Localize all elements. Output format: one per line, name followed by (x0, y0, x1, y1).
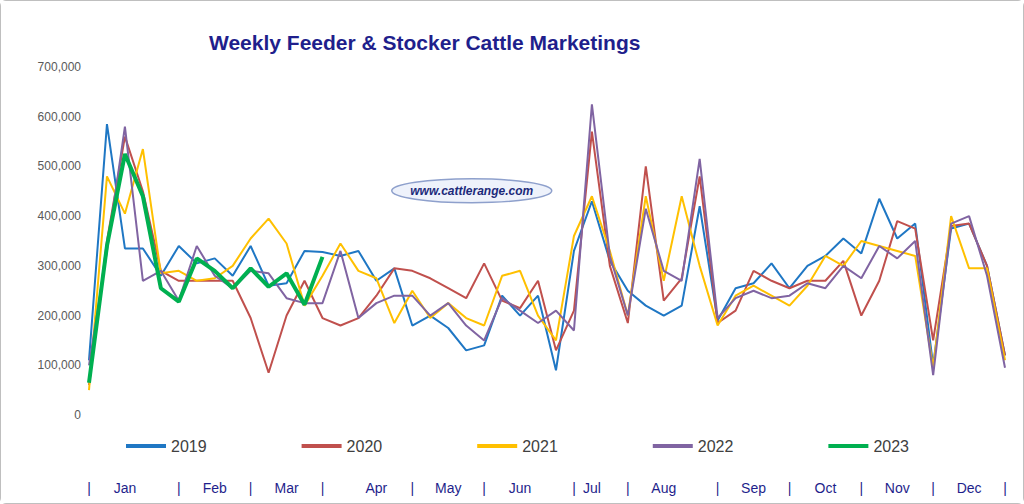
svg-text:Nov: Nov (885, 480, 910, 496)
svg-text:Mar: Mar (275, 480, 299, 496)
svg-text:|: | (626, 480, 630, 496)
svg-text:2022: 2022 (698, 438, 734, 455)
svg-text:Jan: Jan (114, 480, 137, 496)
svg-text:|: | (410, 480, 414, 496)
svg-text:|: | (859, 480, 863, 496)
svg-text:|: | (482, 480, 486, 496)
svg-text:|: | (931, 480, 935, 496)
svg-text:May: May (435, 480, 461, 496)
svg-text:0: 0 (74, 408, 81, 422)
svg-text:200,000: 200,000 (38, 309, 82, 323)
svg-text:|: | (716, 480, 720, 496)
svg-text:|: | (572, 480, 576, 496)
svg-text:Feb: Feb (203, 480, 227, 496)
svg-text:www.cattlerange.com: www.cattlerange.com (410, 184, 533, 198)
svg-text:|: | (1003, 480, 1007, 496)
svg-text:Sep: Sep (741, 480, 766, 496)
svg-text:|: | (87, 480, 91, 496)
svg-text:Aug: Aug (651, 480, 676, 496)
svg-text:2020: 2020 (347, 438, 383, 455)
svg-text:600,000: 600,000 (38, 110, 82, 124)
svg-text:2019: 2019 (171, 438, 207, 455)
svg-text:300,000: 300,000 (38, 259, 82, 273)
svg-text:|: | (249, 480, 253, 496)
svg-text:Jul: Jul (583, 480, 601, 496)
svg-text:500,000: 500,000 (38, 159, 82, 173)
svg-text:Jun: Jun (509, 480, 532, 496)
svg-text:Dec: Dec (957, 480, 982, 496)
svg-text:|: | (321, 480, 325, 496)
svg-text:|: | (177, 480, 181, 496)
svg-text:Weekly Feeder & Stocker Cattle: Weekly Feeder & Stocker Cattle Marketing… (209, 31, 640, 54)
svg-text:2023: 2023 (873, 438, 909, 455)
svg-text:100,000: 100,000 (38, 358, 82, 372)
svg-text:Apr: Apr (365, 480, 387, 496)
svg-text:|: | (788, 480, 792, 496)
svg-text:700,000: 700,000 (38, 60, 82, 74)
svg-text:2021: 2021 (522, 438, 558, 455)
svg-text:Oct: Oct (815, 480, 837, 496)
svg-text:400,000: 400,000 (38, 209, 82, 223)
